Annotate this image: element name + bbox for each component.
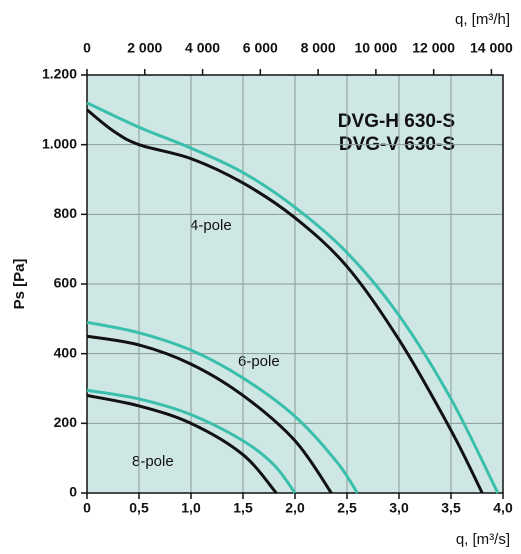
x2-tick-label: 8 000 bbox=[301, 40, 336, 56]
x-tick-label: 0,5 bbox=[129, 500, 149, 516]
x2-tick-label: 6 000 bbox=[243, 40, 278, 56]
annotation: 6-pole bbox=[238, 353, 280, 370]
y-tick-label: 1.000 bbox=[42, 135, 77, 151]
x2-tick-label: 10 000 bbox=[354, 40, 397, 56]
x-tick-label: 2,0 bbox=[285, 500, 305, 516]
annotation: 8-pole bbox=[132, 453, 174, 470]
x-axis-title: q, [m³/s] bbox=[456, 531, 510, 548]
x2-tick-label: 4 000 bbox=[185, 40, 220, 56]
x2-tick-label: 0 bbox=[83, 40, 91, 56]
x2-tick-label: 14 000 bbox=[470, 40, 513, 56]
x2-tick-label: 12 000 bbox=[412, 40, 455, 56]
x-tick-label: 1,0 bbox=[181, 500, 201, 516]
y-tick-label: 200 bbox=[54, 414, 78, 430]
x-tick-label: 3,5 bbox=[441, 500, 461, 516]
curve bbox=[86, 101, 500, 494]
y-tick-label: 800 bbox=[54, 205, 78, 221]
curve bbox=[86, 393, 278, 494]
x-tick-label: 3,0 bbox=[389, 500, 409, 516]
y-tick-label: 400 bbox=[54, 344, 78, 360]
y-tick-label: 0 bbox=[69, 484, 77, 500]
x-tick-label: 0 bbox=[83, 500, 91, 516]
y-tick-label: 600 bbox=[54, 275, 78, 291]
x-tick-label: 4,0 bbox=[493, 500, 513, 516]
x2-axis-title: q, [m³/h] bbox=[455, 11, 510, 28]
legend-entry: DVG-H 630-S bbox=[338, 111, 455, 132]
curve bbox=[86, 320, 359, 494]
x2-tick-label: 2 000 bbox=[127, 40, 162, 56]
annotation: 4-pole bbox=[190, 217, 232, 234]
curve bbox=[86, 388, 297, 494]
x-tick-label: 1,5 bbox=[233, 500, 253, 516]
x-tick-label: 2,5 bbox=[337, 500, 357, 516]
curve bbox=[86, 334, 333, 494]
y-tick-label: 1.200 bbox=[42, 66, 77, 82]
curve bbox=[86, 108, 484, 494]
y-axis-title: Ps [Pa] bbox=[11, 259, 28, 310]
